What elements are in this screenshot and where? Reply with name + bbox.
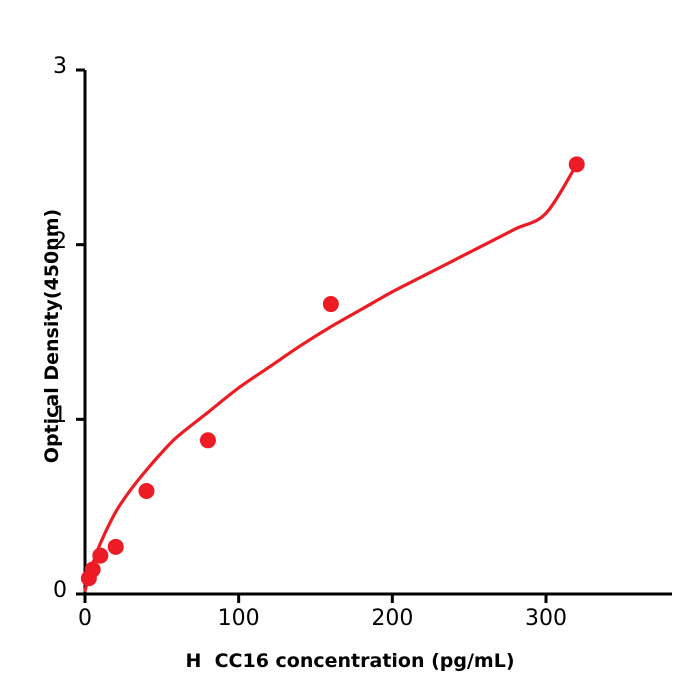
x-tick-label: 100	[217, 606, 260, 631]
fit-curve	[83, 162, 579, 593]
y-axis-ticks	[76, 68, 85, 596]
y-tick-label: 0	[53, 578, 67, 603]
data-point	[138, 482, 155, 499]
data-point	[92, 547, 109, 564]
data-points	[80, 156, 585, 587]
axes	[83, 70, 672, 596]
y-tick-label: 1	[53, 403, 67, 429]
x-tick-label: 300	[524, 606, 567, 631]
x-axis-title: H CC16 concentration (pg/mL)	[185, 650, 515, 672]
x-tick-label: 0	[78, 606, 92, 631]
y-axis-title: Optical Density(450nm)	[41, 208, 63, 464]
data-point	[107, 538, 124, 555]
x-tick-label: 200	[371, 606, 414, 631]
y-tick-label: 2	[53, 228, 67, 254]
data-point	[568, 156, 585, 173]
y-tick-label: 3	[53, 54, 67, 79]
data-point	[84, 561, 101, 578]
data-point	[199, 432, 216, 449]
data-point	[322, 296, 339, 313]
